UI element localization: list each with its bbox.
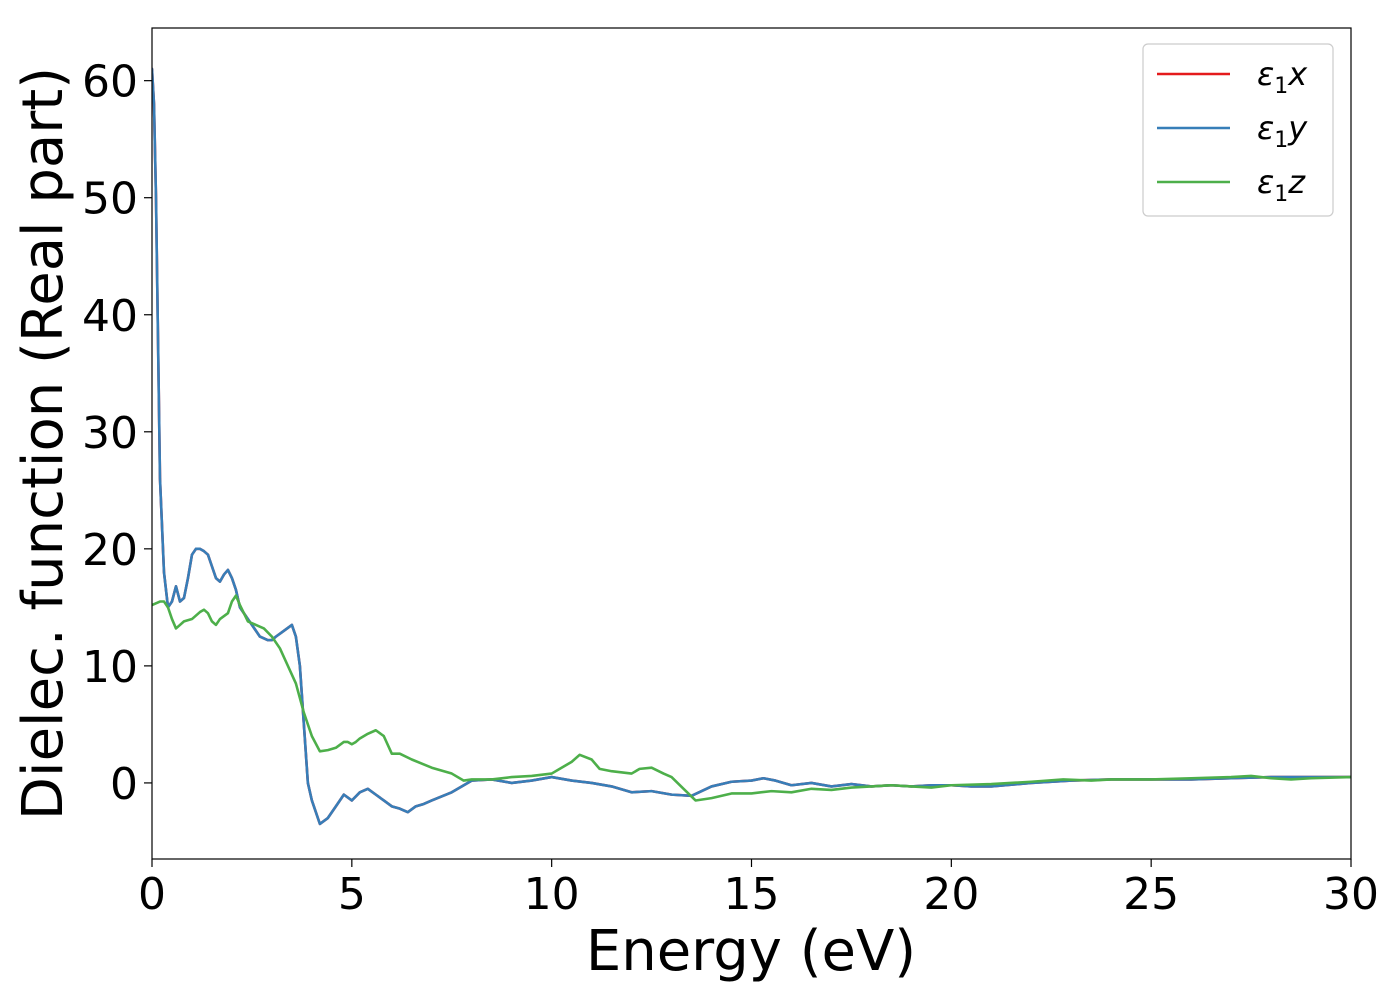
- y-tick-label: 30: [82, 408, 138, 459]
- y-tick-label: 40: [82, 291, 138, 342]
- legend-label-y: ε1y: [1257, 109, 1308, 153]
- legend-label-z: ε1z: [1257, 163, 1306, 207]
- x-tick-label: 5: [338, 869, 366, 920]
- x-tick-label: 30: [1323, 869, 1379, 920]
- legend: ε1x ε1y ε1z: [1142, 43, 1334, 217]
- legend-label-x: ε1x: [1257, 55, 1308, 99]
- y-axis-label: Dielec. function (Real part): [11, 67, 76, 820]
- y-tick-label: 0: [110, 759, 138, 810]
- x-axis-label: Energy (eV): [586, 919, 916, 984]
- x-tick-label: 10: [524, 869, 580, 920]
- y-tick-label: 60: [82, 57, 138, 108]
- x-tick-label: 0: [138, 869, 166, 920]
- y-tick-label: 50: [82, 174, 138, 225]
- legend-box: [1142, 43, 1334, 217]
- y-tick-label: 10: [82, 642, 138, 693]
- x-tick-label: 20: [923, 869, 979, 920]
- x-tick-label: 25: [1123, 869, 1179, 920]
- series-line-z: [152, 594, 1351, 802]
- x-tick-label: 15: [724, 869, 780, 920]
- y-tick-label: 20: [82, 525, 138, 576]
